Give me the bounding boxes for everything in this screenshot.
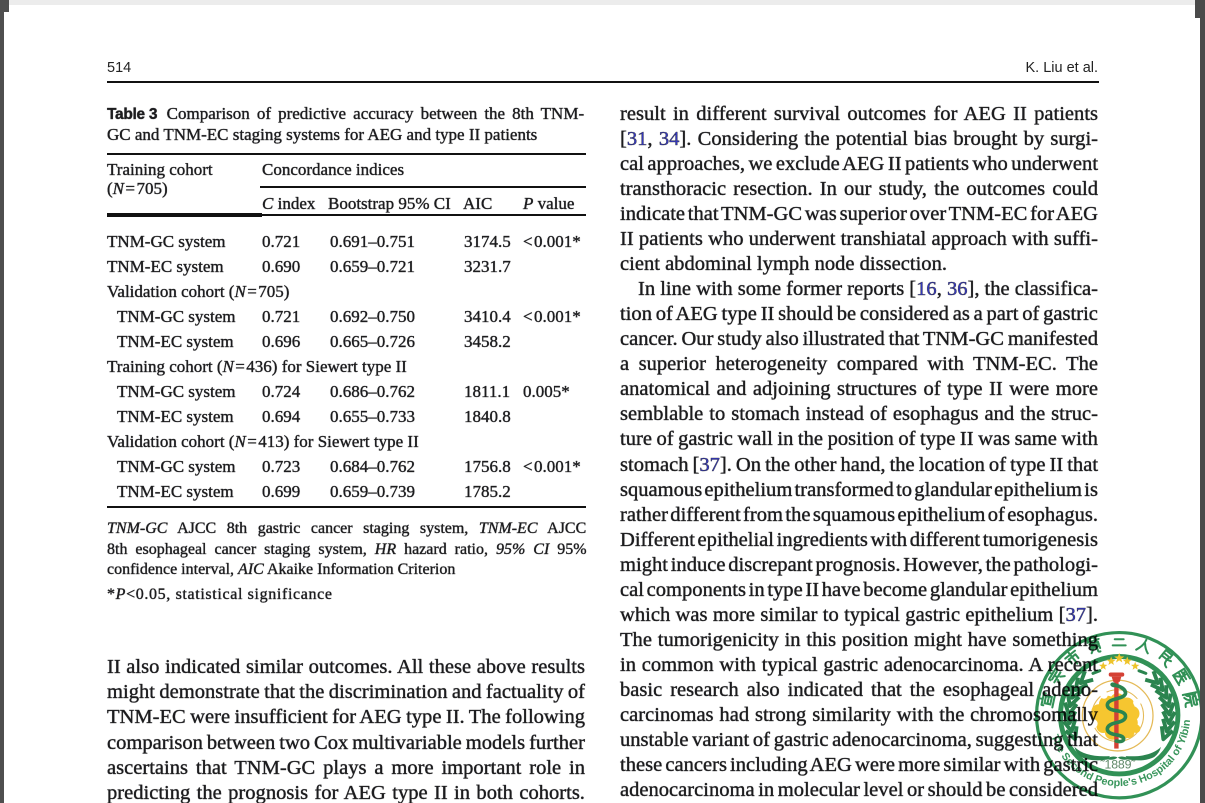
svg-text:˜1889˜: ˜1889˜: [1099, 757, 1136, 771]
